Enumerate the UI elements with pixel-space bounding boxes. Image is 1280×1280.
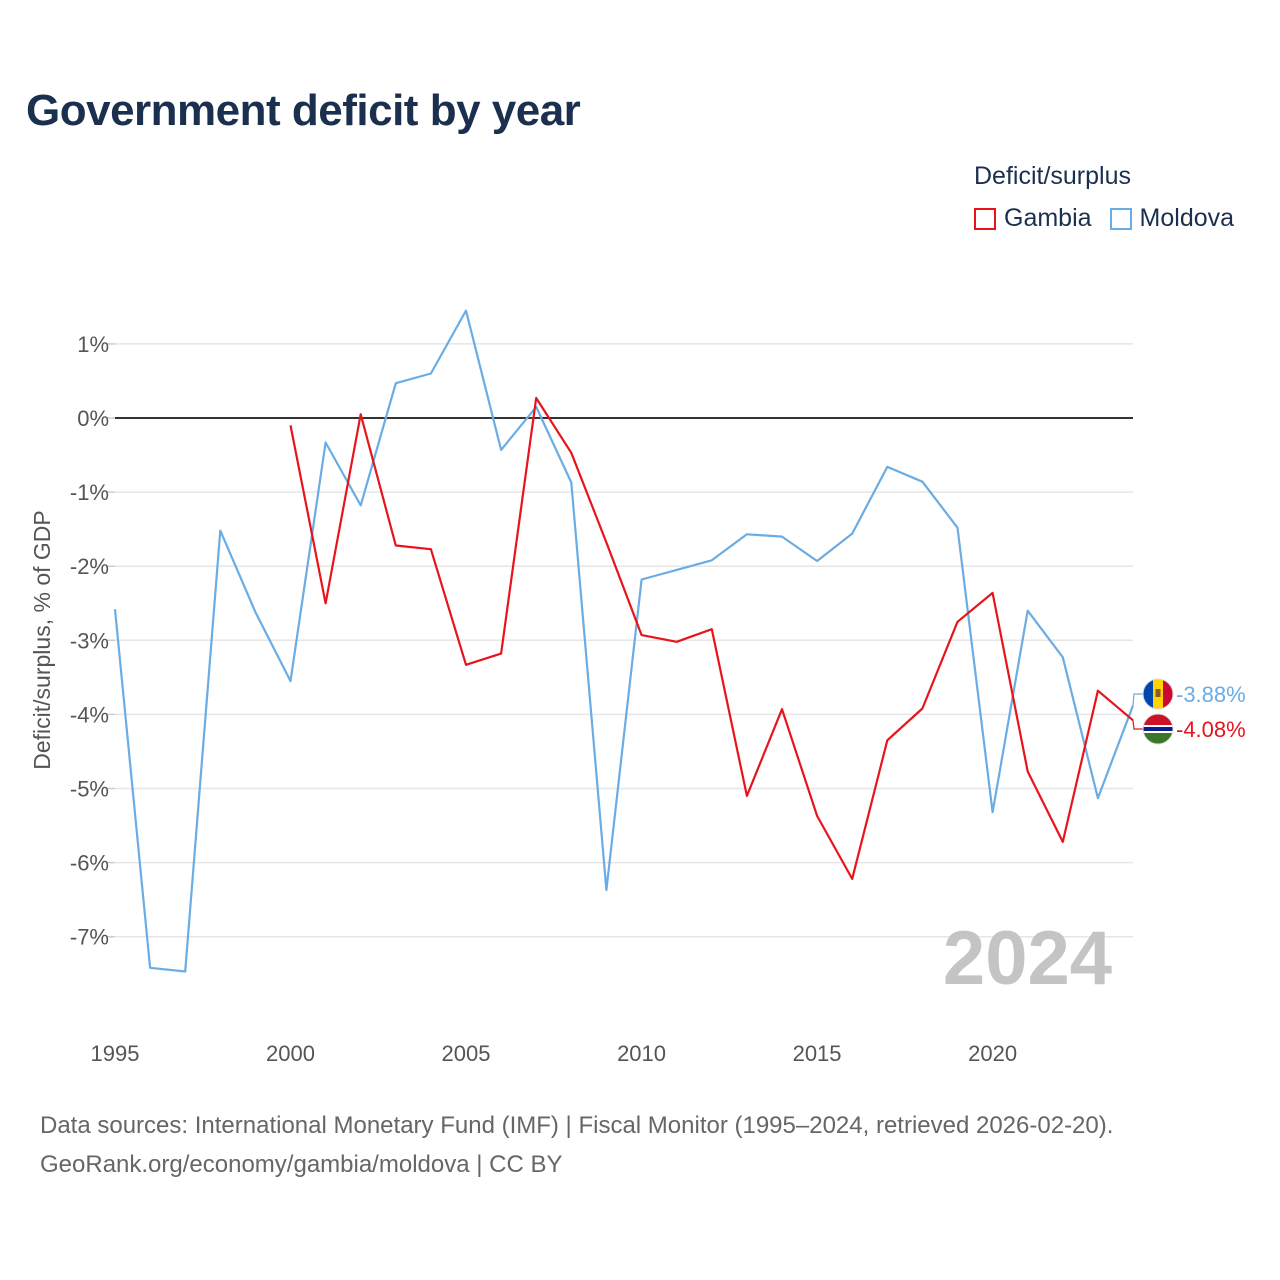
series-line-moldova [113,309,1135,973]
y-tick-label: -5% [70,777,109,802]
line-chart: 1% 0% -1% -2% -3% -4% -5% -6% -7% 1995 2000 2005 201… [29,309,1246,1066]
y-tick-label: -2% [70,554,109,579]
x-tick-label: 2010 [617,1041,666,1066]
flag-border [1142,678,1174,710]
legend-swatch-moldova [1109,207,1132,230]
flag-stripe [1163,679,1173,709]
y-tick-label: -3% [70,628,109,653]
year-watermark: 2024 [943,916,1112,1001]
flag-border [1142,713,1174,745]
flag-body [1143,714,1173,744]
end-label-connector [1132,693,1143,706]
x-tick-label: 2015 [793,1041,842,1066]
flag-body [1143,679,1173,709]
y-tick-label: 0% [77,406,109,431]
flag-stripe [1143,725,1173,727]
x-tick-label: 2005 [442,1041,491,1066]
moldova-flag-icon [1142,678,1174,710]
y-tick-label: -4% [70,702,109,727]
legend-swatch-gambia [974,207,996,230]
flag-stripe [1143,727,1173,731]
legend-title: Deficit/surplus [974,162,1131,190]
credit-text: GeoRank.org/economy/gambia/moldova | CC … [40,1151,563,1178]
x-tick-label: 2000 [266,1041,315,1066]
flag-stripe [1143,679,1153,709]
legend-item-gambia[interactable]: Gambia [974,204,1092,233]
x-tick-label: 1995 [91,1041,140,1066]
y-tick-label: -7% [70,925,109,950]
gambia-flag-icon [1142,713,1174,745]
y-tick-label: -6% [70,851,109,876]
end-label-connector [1132,720,1143,730]
legend-item-moldova[interactable]: Moldova [1109,204,1235,233]
x-tick-label: 2020 [968,1041,1017,1066]
y-tick-label: 1% [77,332,109,357]
chart-title: Government deficit by year [26,86,581,135]
flag-stripe [1143,733,1173,744]
legend-label-gambia: Gambia [1004,204,1092,232]
footer: Data sources: International Monetary Fun… [40,1106,1113,1184]
end-value-label-gambia: -4.08% [1176,717,1246,742]
flag-stripe [1143,731,1173,733]
flag-stripe [1143,714,1173,725]
series-line-gambia [289,396,1134,881]
y-tick-label: -1% [70,480,109,505]
data-sources-text: Data sources: International Monetary Fun… [40,1112,1114,1139]
end-value-label-moldova: -3.88% [1176,682,1246,707]
legend: Gambia Moldova [974,204,1234,233]
y-axis-title: Deficit/surplus, % of GDP [29,510,55,769]
legend-label-moldova: Moldova [1139,204,1235,232]
flag-emblem [1155,689,1161,697]
